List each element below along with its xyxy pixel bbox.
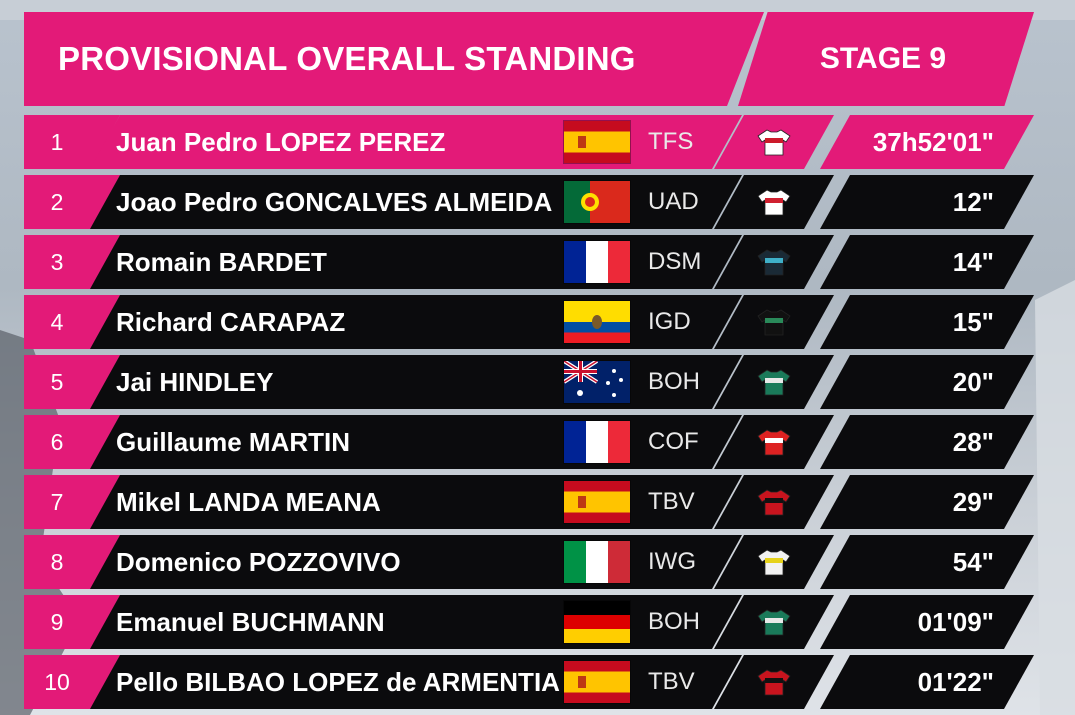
time-gap-cell: 28" [820, 415, 1034, 469]
rider-cell: Juan Pedro LOPEZ PEREZ TFS [90, 115, 742, 169]
time-gap-cell: 15" [820, 295, 1034, 349]
team-code: TFS [648, 128, 694, 155]
rider-name: Emanuel BUCHMANN [116, 607, 385, 637]
time-gap: 15" [952, 307, 994, 337]
team-code: DSM [648, 248, 702, 275]
standing-row: 2 Joao Pedro GONCALVES ALMEIDA UAD 12" [24, 175, 1034, 229]
team-jersey-icon [757, 248, 791, 276]
rank-cell: 10 [24, 655, 120, 709]
rank-number: 10 [44, 668, 70, 695]
rider-cell: Jai HINDLEY BOH [90, 355, 742, 409]
team-jersey-icon [757, 188, 791, 216]
germany-flag [564, 601, 630, 643]
team-jersey-icon [757, 548, 791, 576]
team-code: TBV [648, 668, 695, 695]
rider-name: Richard CARAPAZ [116, 307, 346, 337]
stage-banner: STAGE 9 [738, 12, 1034, 106]
rider-name: Jai HINDLEY [116, 367, 274, 397]
standing-row: 10 Pello BILBAO LOPEZ de ARMENTIA TBV 01… [24, 655, 1034, 709]
standing-row: 9 Emanuel BUCHMANN BOH 01'09" [24, 595, 1034, 649]
spain-flag [564, 481, 630, 523]
time-gap-cell: 01'22" [820, 655, 1034, 709]
rank-number: 7 [50, 488, 64, 515]
team-jersey-icon [757, 488, 791, 516]
rider-name: Juan Pedro LOPEZ PEREZ [116, 127, 446, 157]
france-flag [564, 421, 630, 463]
standing-row: 1 Juan Pedro LOPEZ PEREZ TFS 37h52'01" [24, 115, 1034, 169]
rank-number: 9 [50, 608, 64, 635]
rider-name: Pello BILBAO LOPEZ de ARMENTIA [116, 667, 560, 697]
rider-name: Guillaume MARTIN [116, 427, 351, 457]
time-gap: 01'22" [917, 667, 994, 697]
australia-flag [564, 361, 630, 403]
team-code: UAD [648, 188, 699, 215]
rider-cell: Emanuel BUCHMANN BOH [90, 595, 742, 649]
team-code: BOH [648, 368, 701, 395]
team-code: IGD [648, 308, 691, 335]
rank-number: 3 [50, 248, 64, 275]
rider-cell: Mikel LANDA MEANA TBV [90, 475, 742, 529]
time-gap-cell: 37h52'01" [820, 115, 1034, 169]
time-gap: 29" [952, 487, 994, 517]
time-gap: 14" [952, 247, 994, 277]
standing-row: 6 Guillaume MARTIN COF 28" [24, 415, 1034, 469]
pink-leader-jersey-icon [757, 128, 791, 156]
stage-label: STAGE 9 [819, 42, 947, 75]
team-code: BOH [648, 608, 701, 635]
time-gap-cell: 29" [820, 475, 1034, 529]
rider-cell: Pello BILBAO LOPEZ de ARMENTIA TBV [90, 655, 742, 709]
standing-row: 7 Mikel LANDA MEANA TBV 29" [24, 475, 1034, 529]
italy-flag [564, 541, 630, 583]
spain-flag [564, 121, 630, 163]
time-gap: 54" [952, 547, 994, 577]
rider-name: Mikel LANDA MEANA [116, 487, 381, 517]
page-title: PROVISIONAL OVERALL STANDING [58, 40, 636, 77]
rider-cell: Joao Pedro GONCALVES ALMEIDA UAD [90, 175, 742, 229]
time-gap: 12" [952, 187, 994, 217]
team-jersey-icon [757, 668, 791, 696]
rider-name: Joao Pedro GONCALVES ALMEIDA [116, 187, 553, 217]
rank-number: 1 [50, 128, 64, 155]
time-gap-cell: 20" [820, 355, 1034, 409]
rank-number: 8 [50, 548, 64, 575]
france-flag [564, 241, 630, 283]
time-gap-cell: 12" [820, 175, 1034, 229]
team-code: COF [648, 428, 699, 455]
rank-number: 4 [50, 308, 64, 335]
time-gap: 37h52'01" [872, 127, 994, 157]
team-jersey-icon [757, 608, 791, 636]
time-gap-cell: 01'09" [820, 595, 1034, 649]
rider-cell: Domenico POZZOVIVO IWG [90, 535, 742, 589]
standing-row: 4 Richard CARAPAZ IGD 15" [24, 295, 1034, 349]
time-gap: 01'09" [917, 607, 994, 637]
team-code: IWG [648, 548, 696, 575]
team-code: TBV [648, 488, 695, 515]
rank-cell: 5 [24, 355, 120, 409]
title-banner: PROVISIONAL OVERALL STANDING [24, 12, 764, 106]
time-gap: 28" [952, 427, 994, 457]
rider-name: Domenico POZZOVIVO [116, 547, 401, 577]
standing-row: 3 Romain BARDET DSM 14" [24, 235, 1034, 289]
time-gap-cell: 14" [820, 235, 1034, 289]
standing-row: 5 Jai HINDLEY BOH 20" [24, 355, 1034, 409]
rider-cell: Guillaume MARTIN COF [90, 415, 742, 469]
portugal-flag [564, 181, 630, 223]
rank-number: 2 [50, 188, 64, 215]
spain-flag [564, 661, 630, 703]
team-jersey-icon [757, 368, 791, 396]
rank-number: 5 [50, 368, 64, 395]
rider-cell: Richard CARAPAZ IGD [90, 295, 742, 349]
rider-cell: Romain BARDET DSM [90, 235, 742, 289]
time-gap: 20" [952, 367, 994, 397]
time-gap-cell: 54" [820, 535, 1034, 589]
standing-row: 8 Domenico POZZOVIVO IWG 54" [24, 535, 1034, 589]
rider-name: Romain BARDET [116, 247, 327, 277]
team-jersey-icon [757, 428, 791, 456]
ecuador-flag [564, 301, 630, 343]
team-jersey-icon [757, 308, 791, 336]
rank-number: 6 [50, 428, 64, 455]
